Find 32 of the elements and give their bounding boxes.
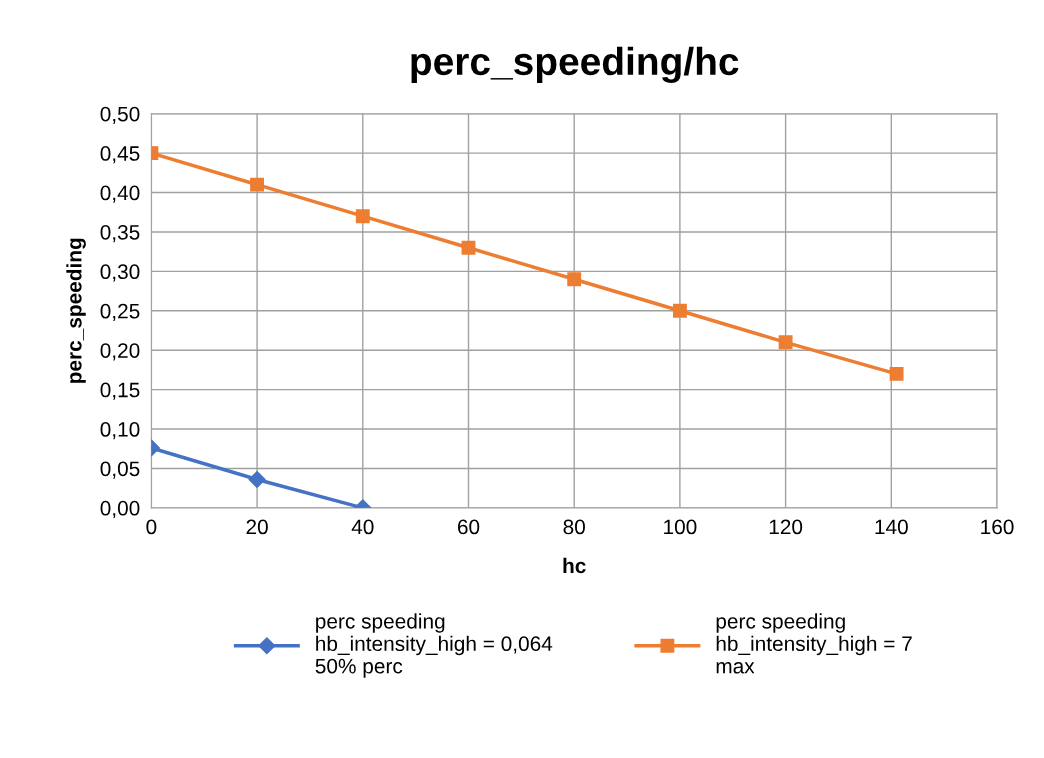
legend-label: perc speeding hb_intensity_high = 0,064 50% perc	[315, 613, 553, 678]
y-tick-label: 0,35	[100, 224, 140, 243]
y-tick-label: 0,40	[100, 185, 140, 203]
point	[355, 209, 370, 224]
y-tick-label: 0,25	[100, 303, 140, 321]
y-tick-label: 0,50	[100, 106, 140, 124]
legend-label: perc speeding hb_intensity_high = 7 max	[716, 613, 912, 674]
y-tick-label: 0,20	[100, 343, 140, 361]
y-axis-title: perc_speeding	[66, 238, 86, 383]
x-tick-label: 100	[664, 519, 697, 535]
x-tick-label: 160	[981, 519, 1014, 535]
point	[250, 177, 265, 192]
point	[567, 272, 582, 287]
x-tick-label: 20	[246, 519, 268, 535]
x-tick-label: 140	[875, 519, 908, 535]
x-tick-label: 40	[351, 519, 374, 535]
x-tick-label: 0	[146, 519, 157, 535]
chart-title: perc_speeding/hc	[411, 46, 739, 84]
point	[778, 335, 793, 350]
y-tick-label: 0,00	[100, 500, 140, 519]
x-tick-label: 80	[563, 519, 585, 535]
y-tick-label: 0,45	[100, 146, 140, 164]
y-tick-label: 0,30	[100, 264, 140, 282]
point	[889, 366, 904, 381]
x-tick-label: 120	[769, 519, 803, 535]
x-tick-label: 60	[457, 519, 480, 535]
point	[672, 303, 687, 318]
y-tick-label: 0,10	[100, 422, 140, 440]
x-axis-title: hc	[563, 557, 586, 574]
point	[461, 240, 476, 255]
y-tick-label: 0,05	[100, 461, 140, 479]
y-tick-label: 0,15	[100, 382, 140, 400]
